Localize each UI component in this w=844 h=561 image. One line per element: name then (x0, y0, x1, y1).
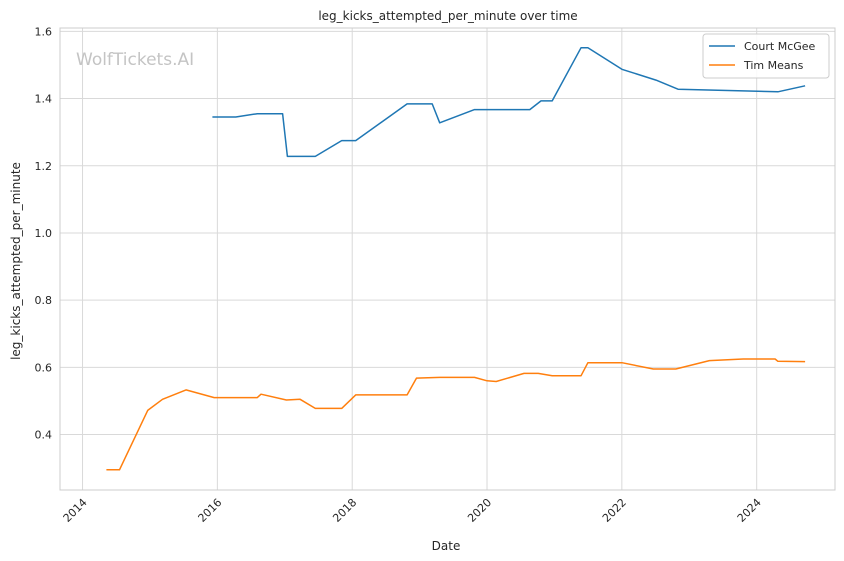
y-tick-label: 0.8 (35, 294, 53, 307)
series-lines (106, 47, 806, 471)
legend-box (702, 33, 830, 79)
series-line-tim-means (106, 358, 806, 471)
plot-frame (59, 27, 836, 491)
legend: Court McGee Tim Means (702, 33, 830, 79)
y-tick-label: 1.6 (35, 25, 53, 38)
series-line-court-mcgee (212, 47, 806, 158)
grid-lines (60, 28, 835, 490)
plot-area: WolfTickets.AI (59, 27, 836, 491)
watermark: WolfTickets.AI (76, 50, 194, 70)
y-axis-title: leg_kicks_attempted_per_minute (9, 162, 23, 360)
legend-label: Court McGee (744, 40, 816, 53)
y-tick-label: 0.6 (35, 361, 53, 374)
x-axis-title: Date (432, 539, 461, 553)
y-axis-ticks: 0.4 0.6 0.8 1.0 1.2 1.4 1.6 (35, 25, 53, 441)
y-tick-label: 0.4 (35, 429, 53, 442)
legend-label: Tim Means (743, 59, 804, 72)
y-tick-label: 1.2 (35, 160, 53, 173)
y-tick-label: 1.4 (35, 93, 53, 106)
chart-title: leg_kicks_attempted_per_minute over time (318, 9, 577, 23)
y-tick-label: 1.0 (35, 227, 53, 240)
